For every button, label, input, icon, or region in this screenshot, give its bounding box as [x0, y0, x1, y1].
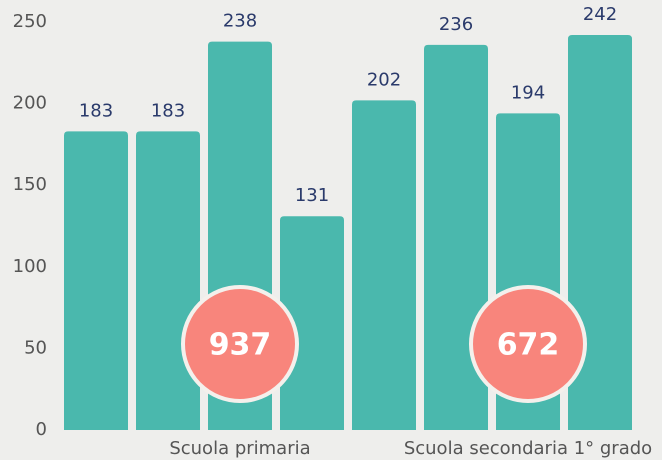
value-label: 183 — [151, 100, 185, 121]
value-label: 242 — [583, 4, 617, 25]
value-label: 131 — [295, 185, 329, 206]
total-badge — [469, 285, 587, 403]
total-badge — [181, 285, 299, 403]
value-label: 183 — [79, 100, 113, 121]
category-label: Scuola primaria — [169, 438, 310, 459]
total-label: 672 — [497, 328, 560, 363]
bar — [352, 100, 416, 430]
bar — [136, 131, 200, 430]
y-tick-label: 150 — [13, 174, 47, 195]
category-label: Scuola secondaria 1° grado — [404, 438, 652, 459]
value-label: 194 — [511, 82, 545, 103]
y-tick-label: 250 — [13, 11, 47, 32]
bar — [64, 131, 128, 430]
y-tick-label: 100 — [13, 256, 47, 277]
y-tick-label: 200 — [13, 93, 47, 114]
y-tick-label: 0 — [36, 419, 47, 440]
value-label: 202 — [367, 69, 401, 90]
total-label: 937 — [209, 328, 272, 363]
value-label: 236 — [439, 14, 473, 35]
y-tick-label: 50 — [24, 337, 47, 358]
bar — [280, 216, 344, 430]
value-label: 238 — [223, 11, 257, 32]
